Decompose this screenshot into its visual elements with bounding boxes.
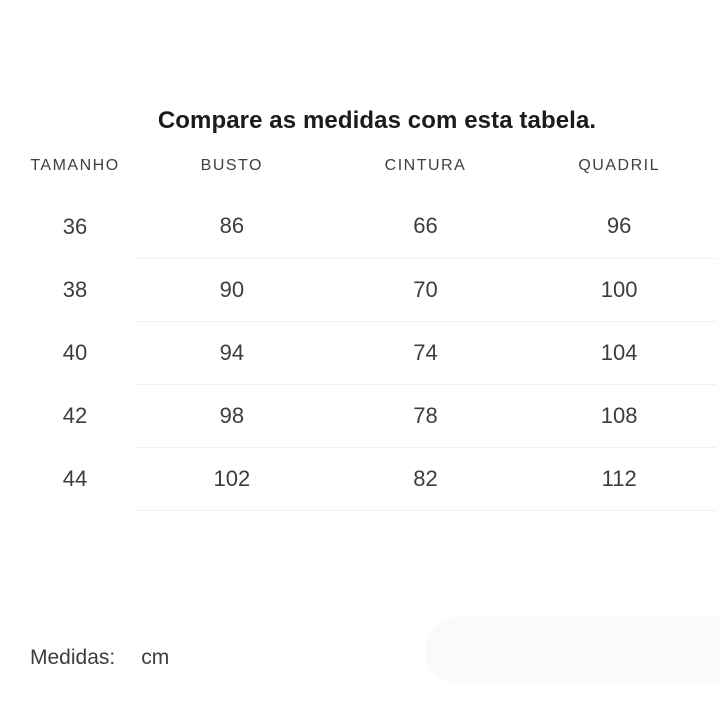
cell-size: 44 (62, 465, 88, 491)
cell-hip: 100 (522, 258, 716, 322)
cell-size: 36 (62, 213, 88, 239)
cell-hip: 108 (522, 384, 716, 448)
cell-waist: 70 (328, 258, 523, 322)
size-table: TAMANHO BUSTO CINTURA QUADRIL 36 86 66 9… (15, 136, 716, 511)
cell-bust: 94 (135, 321, 329, 385)
column-header-busto: BUSTO (200, 156, 263, 174)
table-row: 38 90 70 100 (15, 258, 716, 322)
table-row: 44 102 82 112 (15, 447, 716, 511)
table-row: 36 86 66 96 (15, 195, 716, 259)
cell-hip: 112 (522, 447, 716, 511)
column-header-tamanho: TAMANHO (30, 156, 120, 174)
cell-waist: 66 (328, 195, 523, 259)
cell-hip: 96 (522, 195, 716, 259)
table-row: 42 98 78 108 (15, 384, 716, 448)
measurement-unit-note: Medidas: cm (30, 645, 720, 669)
rounded-panel (425, 617, 720, 683)
column-header-quadril: QUADRIL (578, 156, 660, 174)
table-row: 40 94 74 104 (15, 321, 716, 385)
cell-bust: 102 (135, 447, 329, 511)
cell-waist: 78 (328, 384, 523, 448)
page-title: Compare as medidas com esta tabela. (157, 107, 597, 134)
cell-bust: 90 (135, 258, 329, 322)
cell-waist: 82 (328, 447, 523, 511)
cell-bust: 98 (135, 384, 329, 448)
cell-size: 42 (62, 402, 88, 428)
cell-waist: 74 (328, 321, 523, 385)
cell-size: 38 (62, 276, 88, 302)
cell-bust: 86 (135, 195, 329, 259)
measurement-label: Medidas: (30, 645, 116, 669)
cell-size: 40 (62, 339, 88, 365)
column-header-cintura: CINTURA (384, 156, 467, 174)
header-row: TAMANHO BUSTO CINTURA QUADRIL (15, 136, 716, 195)
cell-hip: 104 (522, 321, 716, 385)
measurement-unit-value: cm (141, 645, 170, 669)
